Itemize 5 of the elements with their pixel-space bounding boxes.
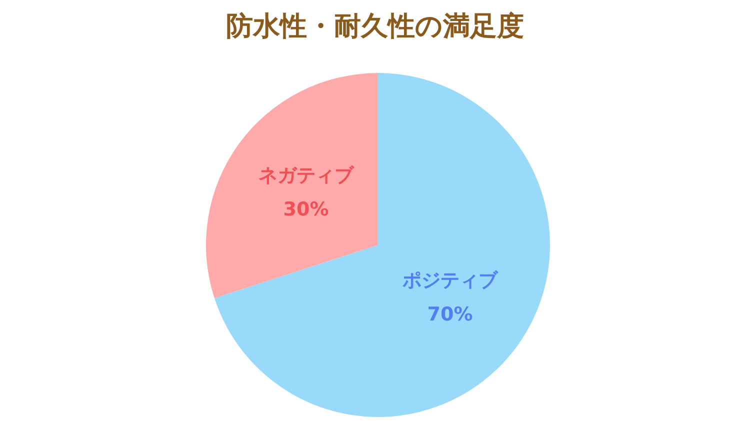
slice-label: ポジティブ: [402, 269, 499, 292]
chart-title: 防水性・耐久性の満足度: [226, 11, 524, 42]
data-label: 70%: [427, 303, 473, 326]
data-label: 30%: [283, 198, 329, 221]
slice-label: ネガティブ: [258, 164, 354, 187]
